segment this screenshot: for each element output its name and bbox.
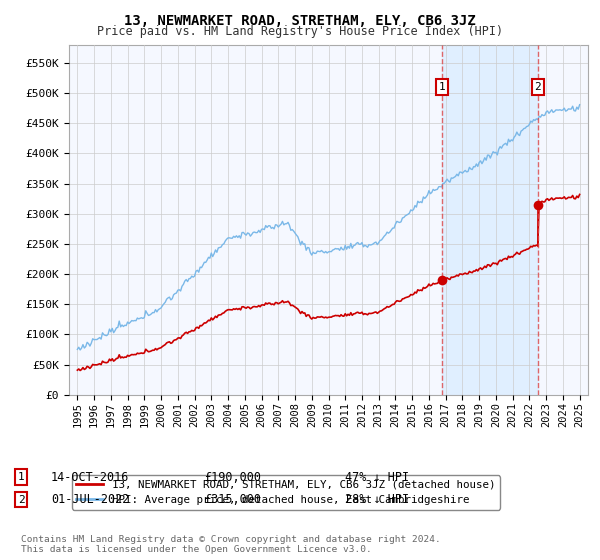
Bar bbox=[442, 45, 538, 395]
Text: Contains HM Land Registry data © Crown copyright and database right 2024.
This d: Contains HM Land Registry data © Crown c… bbox=[21, 535, 441, 554]
Legend: 13, NEWMARKET ROAD, STRETHAM, ELY, CB6 3JZ (detached house), HPI: Average price,: 13, NEWMARKET ROAD, STRETHAM, ELY, CB6 3… bbox=[72, 475, 500, 510]
Text: 2: 2 bbox=[17, 494, 25, 505]
Text: 01-JUL-2022: 01-JUL-2022 bbox=[51, 493, 130, 506]
Text: £190,000: £190,000 bbox=[204, 470, 261, 484]
Text: 2: 2 bbox=[535, 82, 541, 92]
Text: 47% ↓ HPI: 47% ↓ HPI bbox=[345, 470, 409, 484]
Text: 1: 1 bbox=[17, 472, 25, 482]
Text: 1: 1 bbox=[439, 82, 446, 92]
Text: Price paid vs. HM Land Registry's House Price Index (HPI): Price paid vs. HM Land Registry's House … bbox=[97, 25, 503, 38]
Text: 14-OCT-2016: 14-OCT-2016 bbox=[51, 470, 130, 484]
Text: 13, NEWMARKET ROAD, STRETHAM, ELY, CB6 3JZ: 13, NEWMARKET ROAD, STRETHAM, ELY, CB6 3… bbox=[124, 14, 476, 28]
Text: 28% ↓ HPI: 28% ↓ HPI bbox=[345, 493, 409, 506]
Text: £315,000: £315,000 bbox=[204, 493, 261, 506]
